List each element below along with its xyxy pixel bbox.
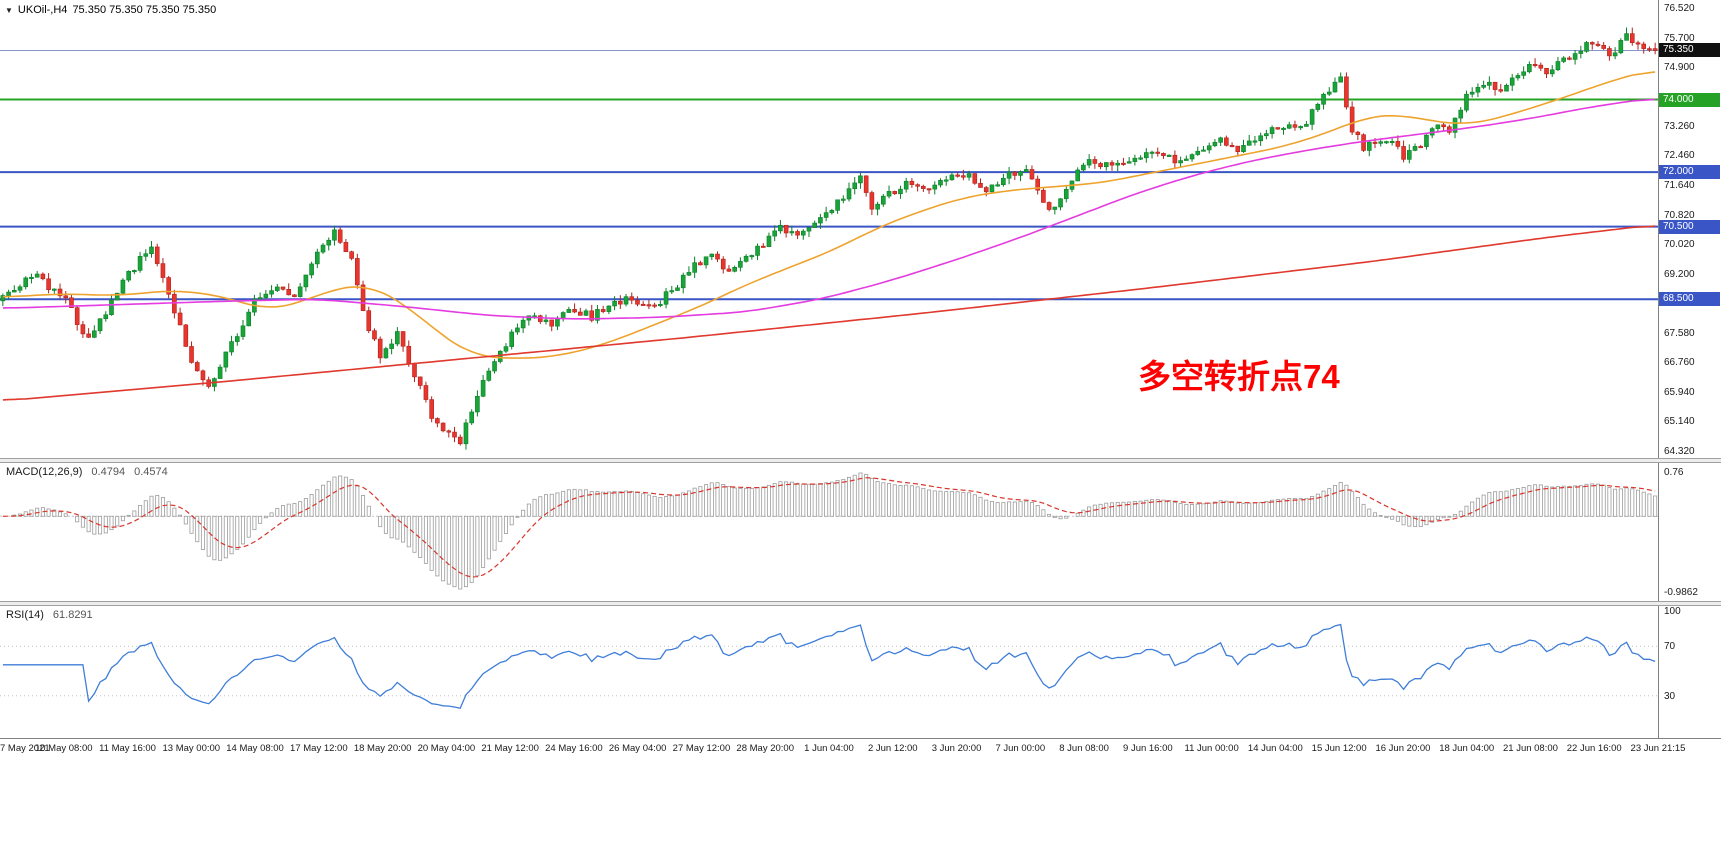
price-tick-label: 73.260: [1664, 121, 1695, 133]
macd-label: MACD(12,26,9) 0.4794 0.4574: [6, 466, 168, 478]
time-tick-label: 15 Jun 12:00: [1311, 743, 1367, 754]
rsi-indicator-chart[interactable]: [0, 606, 1658, 738]
time-tick-label: 14 May 08:00: [226, 743, 284, 754]
bid-price-badge: 75.350: [1659, 43, 1720, 58]
rsi-label: RSI(14) 61.8291: [6, 609, 93, 621]
time-tick-label: 21 May 12:00: [481, 743, 539, 754]
time-tick-label: 27 May 12:00: [672, 743, 731, 754]
macd-signal-value: 0.4574: [134, 466, 168, 478]
time-tick-label: 1 Jun 04:00: [804, 743, 854, 754]
price-level-badge: 72.000: [1659, 165, 1720, 180]
ohlc-values: 75.350 75.350 75.350 75.350: [72, 4, 217, 16]
price-tick-label: 70.820: [1664, 209, 1695, 221]
time-axis[interactable]: 7 May 2021 10 May 08:00 11 May 16:00 13 May…: [0, 738, 1721, 758]
price-level-badge: 70.500: [1659, 219, 1720, 234]
time-tick-label: 11 Jun 00:00: [1184, 743, 1239, 754]
price-level-badge: 68.500: [1659, 292, 1720, 307]
ma-fast-orange: [2, 71, 1656, 359]
time-tick-label: 18 Jun 04:00: [1439, 743, 1495, 754]
time-tick-label: 16 Jun 20:00: [1375, 743, 1431, 754]
ma-slow-red: [2, 225, 1656, 401]
rsi-tick-label: 100: [1664, 606, 1681, 617]
rsi-value: 61.8291: [52, 609, 93, 621]
price-tick-label: 75.700: [1664, 32, 1695, 44]
rsi-line: [2, 623, 1656, 709]
time-tick-label: 11 May 16:00: [99, 743, 156, 754]
time-tick-label: 9 Jun 16:00: [1123, 743, 1173, 754]
time-tick-label: 24 May 16:00: [545, 743, 603, 754]
price-tick-label: 69.200: [1664, 268, 1695, 280]
time-tick-label: 7 May 2021: [0, 743, 50, 754]
macd-tick-label: -0.9862: [1664, 587, 1698, 598]
ma-mid-magenta: [2, 98, 1656, 320]
time-tick-label: 10 May 08:00: [34, 743, 93, 754]
price-tick-label: 72.460: [1664, 150, 1695, 162]
time-tick-label: 8 Jun 08:00: [1059, 743, 1109, 754]
pane-separator[interactable]: [0, 458, 1721, 463]
price-tick-label: 70.020: [1664, 239, 1695, 251]
price-tick-label: 67.580: [1664, 327, 1695, 339]
time-tick-label: 23 Jun 21:15: [1630, 743, 1686, 754]
symbol-timeframe-label: UKOil-,H4: [17, 4, 68, 16]
candlestick-chart[interactable]: [0, 0, 1658, 458]
price-tick-label: 71.640: [1664, 180, 1695, 192]
macd-indicator-chart[interactable]: [0, 463, 1658, 601]
price-tick-label: 74.900: [1664, 61, 1695, 73]
rsi-axis[interactable]: 100 70 30: [1659, 606, 1721, 738]
macd-tick-label: 0.76: [1664, 467, 1684, 478]
rsi-indicator-name: RSI(14): [6, 609, 44, 621]
price-level-badge: 74.000: [1659, 92, 1720, 107]
time-tick-label: 2 Jun 12:00: [867, 743, 918, 754]
time-tick-label: 7 Jun 00:00: [995, 743, 1046, 754]
chart-header: ▼ UKOil-,H4 75.350 75.350 75.350 75.350: [5, 4, 216, 16]
macd-axis[interactable]: 0.76 -0.9862: [1659, 463, 1721, 601]
macd-histogram: [12, 472, 1658, 590]
time-tick-label: 14 Jun 04:00: [1247, 743, 1303, 754]
time-tick-label: 17 May 12:00: [290, 743, 348, 754]
time-tick-label: 22 Jun 16:00: [1566, 743, 1622, 754]
time-tick-label: 18 May 20:00: [353, 743, 412, 754]
time-tick-label: 26 May 04:00: [608, 743, 667, 754]
tick-direction-icon: ▼: [5, 5, 13, 15]
price-tick-label: 76.520: [1664, 3, 1695, 14]
time-tick-label: 28 May 20:00: [736, 743, 795, 754]
time-tick-label: 21 Jun 08:00: [1502, 743, 1558, 754]
price-tick-label: 66.760: [1664, 357, 1695, 369]
price-axis-column[interactable]: 76.520 75.700 74.900 73.260 72.460 71.640 70.8…: [1658, 0, 1721, 738]
time-tick-label: 20 May 04:00: [417, 743, 476, 754]
rsi-tick-label: 70: [1664, 641, 1676, 653]
time-tick-label: 13 May 00:00: [162, 743, 221, 754]
level-lines: [0, 49, 1658, 301]
price-tick-label: 65.940: [1664, 387, 1695, 399]
time-tick-label: 3 Jun 20:00: [931, 743, 982, 754]
rsi-tick-label: 30: [1664, 690, 1676, 702]
price-axis[interactable]: 76.520 75.700 74.900 73.260 72.460 71.640 70.8…: [1659, 0, 1721, 458]
price-tick-label: 64.320: [1664, 446, 1695, 457]
pane-separator[interactable]: [0, 601, 1721, 606]
price-tick-label: 65.140: [1664, 416, 1695, 428]
macd-value: 0.4794: [91, 466, 126, 478]
macd-signal-line: [2, 477, 1656, 578]
macd-indicator-name: MACD(12,26,9): [6, 466, 83, 478]
chart-annotation: 多空转折点74: [1138, 358, 1340, 395]
candles-group: [0, 27, 1658, 450]
